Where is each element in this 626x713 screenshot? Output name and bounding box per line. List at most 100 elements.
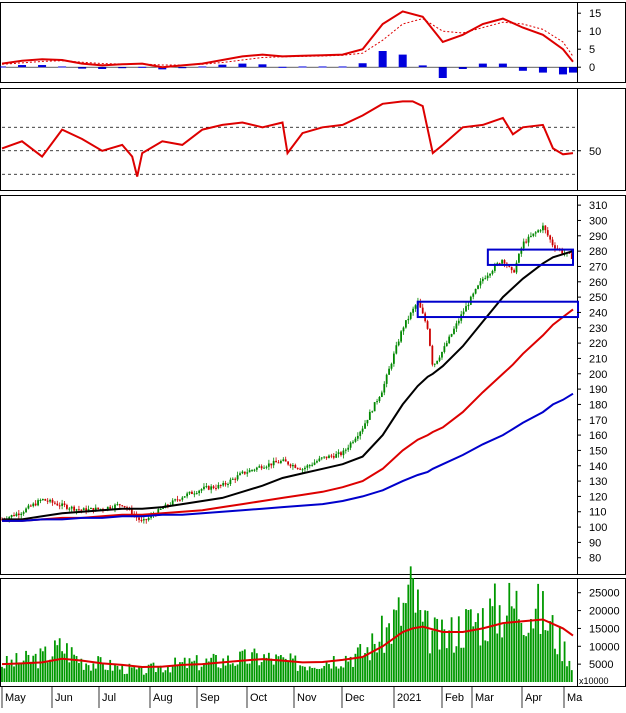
volume-bar <box>70 647 73 682</box>
price-candle <box>58 505 61 507</box>
volume-bar <box>41 651 44 682</box>
macd-line <box>1 10 574 69</box>
volume-bar <box>566 666 568 682</box>
volume-bar <box>537 583 540 682</box>
volume-bar <box>568 660 571 682</box>
volume-bar <box>549 621 552 682</box>
volume-bar <box>231 663 234 682</box>
y-tick-label-price-23: 80 <box>589 553 601 565</box>
volume-bar <box>147 664 150 682</box>
price-candle <box>94 507 97 512</box>
volume-bar <box>75 656 78 682</box>
y-tick-label-price-1: 300 <box>589 215 607 227</box>
volume-bar <box>395 610 398 682</box>
volume-bar <box>409 566 412 682</box>
volume-bar <box>522 635 525 682</box>
volume-bar <box>207 661 210 682</box>
price-candle <box>212 486 215 489</box>
price-candle <box>215 488 217 490</box>
panel-frames <box>0 2 626 687</box>
price-candle <box>448 336 451 344</box>
volume-bar <box>15 653 18 682</box>
price-candle <box>272 460 275 466</box>
price-candle <box>520 248 523 254</box>
x-tick-label-8: 2021 <box>397 692 421 704</box>
x-tick-label-7: Dec <box>345 692 365 704</box>
x-tick-label-11: Apr <box>525 692 542 704</box>
macd-histogram-bar <box>178 67 187 69</box>
price-candle <box>515 262 518 273</box>
price-candle <box>10 515 13 518</box>
y-tick-label-volume-1: 20000 <box>589 606 620 618</box>
price-ma-black <box>2 250 574 521</box>
volume-bar <box>376 652 378 682</box>
macd-histogram-bar <box>198 66 207 68</box>
volume-bar <box>347 661 350 682</box>
volume-bar <box>188 658 191 682</box>
volume-bar <box>518 619 520 682</box>
volume-bar <box>412 578 415 682</box>
volume-bar <box>556 654 559 682</box>
price-candle <box>328 455 330 459</box>
macd-histogram-bar <box>478 63 487 68</box>
price-candle <box>397 341 400 346</box>
price-candle <box>477 285 479 289</box>
rsi-line <box>1 100 574 177</box>
price-candle <box>210 486 213 490</box>
y-tick-label-price-14: 170 <box>589 415 607 427</box>
volume-bar <box>534 608 537 682</box>
x-tick-label-5: Oct <box>250 692 267 704</box>
price-candle <box>359 431 362 436</box>
macd-histogram-bar <box>118 67 127 69</box>
price-candle <box>392 353 395 364</box>
volume-bar <box>171 666 174 682</box>
volume-bar <box>246 663 249 682</box>
volume-bar <box>118 669 121 682</box>
price-candle <box>429 328 431 346</box>
macd-histogram-bar <box>78 67 87 69</box>
price-zone-box-1 <box>486 248 575 266</box>
macd-histogram-bar <box>278 66 287 68</box>
price-candle <box>174 499 177 501</box>
y-tick-label-price-21: 100 <box>589 522 607 534</box>
volume-bar <box>200 666 203 682</box>
volume-bar <box>421 621 424 682</box>
volume-bar <box>29 661 32 682</box>
price-candle <box>90 508 92 510</box>
volume-bar <box>306 670 309 682</box>
macd-histogram-bar <box>558 67 567 75</box>
price-candle <box>179 499 181 501</box>
volume-bar <box>37 668 39 682</box>
price-candle <box>421 307 424 314</box>
price-candle <box>44 499 47 501</box>
volume-bar <box>121 664 124 682</box>
volume-bar <box>243 649 246 682</box>
volume-bar <box>56 645 59 682</box>
price-candle <box>366 419 369 424</box>
price-candle <box>243 471 246 474</box>
volume-bar <box>530 618 532 682</box>
rsi-panel: 50 <box>1 100 601 177</box>
volume-bar <box>3 668 6 682</box>
price-candle <box>508 265 511 267</box>
macd-histogram-bar <box>298 66 307 68</box>
volume-bar <box>356 647 359 682</box>
volume-bar <box>94 668 97 682</box>
volume-bar <box>34 653 37 682</box>
volume-bar <box>472 626 475 682</box>
price-candle <box>241 471 244 474</box>
volume-bar <box>462 647 465 682</box>
volume-bar <box>316 668 318 682</box>
volume-bar <box>344 655 347 682</box>
volume-bar <box>169 672 172 682</box>
price-candle <box>340 452 342 456</box>
price-candle <box>20 513 23 516</box>
x-tick-label-9: Feb <box>445 692 464 704</box>
price-candle <box>467 304 470 307</box>
volume-bar <box>63 653 66 682</box>
volume-bar <box>263 654 265 682</box>
volume-bar <box>239 651 241 682</box>
volume-bar <box>140 666 143 682</box>
volume-bar <box>388 623 390 682</box>
volume-bar <box>27 654 30 682</box>
